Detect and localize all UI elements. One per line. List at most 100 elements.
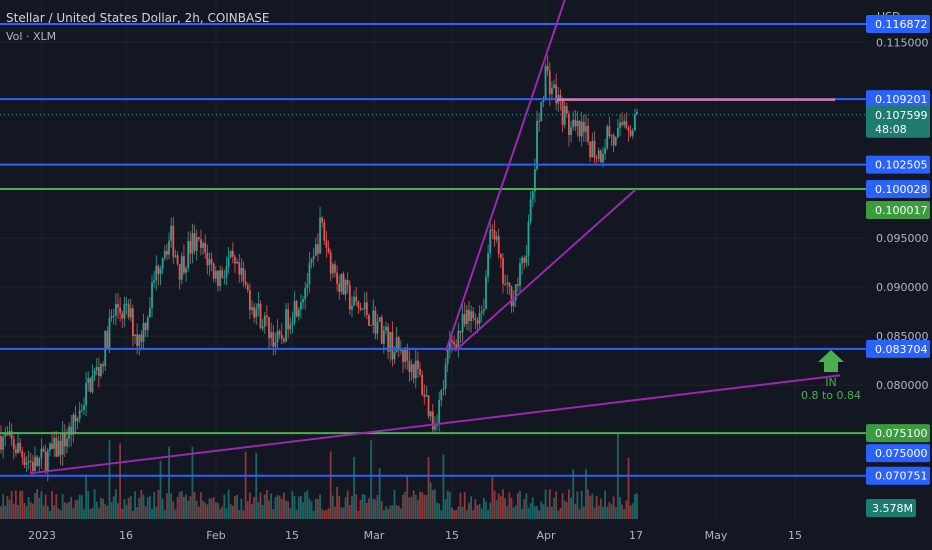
candle-body (125, 303, 128, 305)
volume-bar (474, 499, 477, 519)
volume-bar (555, 491, 558, 519)
candle-body (363, 302, 366, 310)
candle-body (38, 458, 41, 466)
volume-bar (463, 492, 466, 519)
horizontal-levels[interactable] (0, 22, 866, 477)
volume-bar (125, 505, 128, 519)
candle-body (478, 313, 481, 324)
candle-body (100, 364, 102, 376)
volume-bar (53, 505, 56, 519)
volume-bar (451, 507, 453, 519)
volume-bar (244, 451, 247, 519)
candle-body (497, 236, 500, 254)
candle-body (344, 280, 347, 295)
volume-bar (380, 501, 383, 519)
candle-body (608, 126, 611, 136)
candle-body (200, 239, 202, 248)
candle-body (272, 332, 275, 347)
candle-body (85, 382, 87, 406)
candle-body (238, 262, 241, 275)
volume-bar (63, 502, 66, 519)
volume-bar (14, 490, 17, 519)
price-axis[interactable]: USD0.1150000.0950000.0900000.0850000.080… (866, 0, 932, 550)
price-badge-label: 0.116872 (875, 18, 928, 31)
volume-bar (172, 501, 175, 519)
candle-body (408, 360, 411, 372)
volume-bar (278, 495, 281, 519)
price-badge (866, 105, 930, 138)
price-badge-label: 0.100017 (875, 204, 928, 217)
volume-bar (40, 491, 43, 519)
volume-bar (402, 494, 404, 519)
candle-body (23, 457, 26, 465)
volume-bar (625, 500, 628, 519)
volume-bar (565, 502, 568, 519)
candle-body (2, 436, 5, 450)
candle-body (248, 290, 251, 310)
time-axis[interactable]: 2023 16 Feb 15 Mar 15 Apr 17 May 15 (0, 520, 866, 550)
volume-bar (270, 493, 273, 519)
volume-bar (438, 503, 441, 519)
volume-bar (44, 494, 47, 519)
volume-badge (866, 499, 916, 517)
candle-body (504, 283, 507, 285)
candle-body (459, 330, 462, 333)
price-badge-label: 0.075000 (875, 447, 928, 460)
support-trendline[interactable] (454, 188, 637, 352)
volume-bar (336, 486, 338, 519)
volume-bar (417, 499, 419, 519)
volume-legend: Vol · XLM (6, 30, 57, 43)
volume-bar (176, 496, 179, 519)
steep-trendline[interactable] (445, 0, 572, 352)
volume-bar (89, 509, 92, 519)
candle-body (625, 121, 628, 128)
trendlines[interactable] (29, 0, 841, 475)
volume-bar (180, 491, 183, 519)
volume-bar (302, 502, 304, 519)
candle-body (195, 237, 198, 251)
volume-bar (548, 489, 551, 519)
time-tick-label: Apr (536, 529, 556, 542)
candle-body (53, 437, 56, 449)
volume-bar (476, 505, 479, 519)
volume-bar (129, 495, 132, 519)
volume-bar (395, 505, 398, 519)
volume-bar (127, 498, 130, 519)
volume-bar (229, 504, 232, 519)
candle-body (629, 130, 632, 136)
volume-bar (289, 508, 292, 519)
volume-bar (185, 494, 187, 519)
long-trendline[interactable] (29, 374, 841, 475)
volume-bar (408, 497, 411, 519)
price-badge-label: 0.109201 (875, 93, 928, 106)
volume-bar (238, 509, 241, 519)
volume-bar (151, 508, 153, 519)
candle-body (319, 217, 321, 254)
candle-body (274, 342, 277, 347)
volume-bar (593, 507, 596, 519)
candle-body (89, 378, 92, 392)
candle-body (591, 140, 594, 158)
candle-body (502, 258, 504, 284)
volume-bar (440, 509, 443, 519)
candle-body (34, 456, 36, 471)
candle-body (419, 369, 421, 375)
candle-body (616, 128, 619, 137)
candle-body (444, 364, 447, 389)
volume-bar (325, 509, 328, 519)
volume-bar (382, 510, 385, 519)
candle-body (374, 310, 377, 334)
candle-body (346, 280, 349, 285)
volume-bar (72, 508, 75, 519)
candle-body (142, 322, 145, 342)
volume-bar (387, 509, 390, 519)
candle-body (214, 270, 217, 279)
price-badge-label: 0.107599 (875, 109, 928, 122)
candle-body (268, 317, 270, 339)
price-tick-label: 0.080000 (876, 379, 929, 392)
candle-body (293, 301, 296, 323)
volume-bar (329, 451, 332, 519)
candle-body (185, 268, 187, 273)
volume-bar (148, 495, 151, 519)
